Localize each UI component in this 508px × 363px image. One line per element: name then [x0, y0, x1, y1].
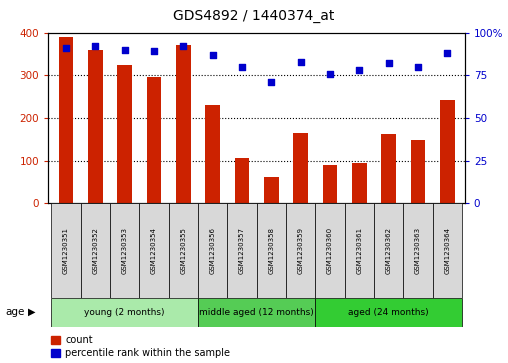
Text: GSM1230352: GSM1230352: [92, 227, 98, 274]
Bar: [293, 133, 308, 203]
Bar: [81, 203, 110, 298]
Bar: [410, 140, 425, 203]
Text: GSM1230359: GSM1230359: [298, 227, 304, 274]
Point: [179, 44, 187, 49]
Text: GSM1230357: GSM1230357: [239, 227, 245, 274]
Bar: [58, 37, 73, 203]
Bar: [176, 45, 190, 203]
Text: GDS4892 / 1440374_at: GDS4892 / 1440374_at: [173, 9, 335, 23]
Legend: count, percentile rank within the sample: count, percentile rank within the sample: [51, 335, 230, 358]
Text: GSM1230362: GSM1230362: [386, 227, 392, 274]
Text: GSM1230358: GSM1230358: [268, 227, 274, 274]
Point: [385, 61, 393, 66]
Bar: [235, 159, 249, 203]
Point: [443, 50, 451, 56]
Bar: [264, 177, 278, 203]
Bar: [117, 65, 132, 203]
Text: GSM1230364: GSM1230364: [444, 227, 450, 274]
Bar: [352, 163, 367, 203]
Bar: [51, 298, 198, 327]
Bar: [440, 100, 455, 203]
Point: [267, 79, 275, 85]
Bar: [198, 298, 315, 327]
Bar: [344, 203, 374, 298]
Point: [150, 49, 158, 54]
Text: GSM1230351: GSM1230351: [63, 227, 69, 274]
Point: [414, 64, 422, 70]
Bar: [257, 203, 286, 298]
Bar: [315, 203, 344, 298]
Text: age: age: [5, 307, 24, 317]
Bar: [403, 203, 432, 298]
Bar: [381, 134, 396, 203]
Bar: [315, 298, 462, 327]
Point: [62, 45, 70, 51]
Text: GSM1230353: GSM1230353: [121, 227, 128, 274]
Point: [120, 47, 129, 53]
Bar: [323, 165, 337, 203]
Text: ▶: ▶: [28, 307, 35, 317]
Text: middle aged (12 months): middle aged (12 months): [199, 308, 314, 317]
Text: GSM1230363: GSM1230363: [415, 227, 421, 274]
Bar: [51, 203, 81, 298]
Text: GSM1230361: GSM1230361: [356, 227, 362, 274]
Bar: [227, 203, 257, 298]
Bar: [286, 203, 315, 298]
Bar: [139, 203, 169, 298]
Text: young (2 months): young (2 months): [84, 308, 165, 317]
Text: GSM1230354: GSM1230354: [151, 227, 157, 274]
Point: [208, 52, 216, 58]
Text: aged (24 months): aged (24 months): [348, 308, 429, 317]
Bar: [88, 50, 103, 203]
Text: GSM1230360: GSM1230360: [327, 227, 333, 274]
Point: [238, 64, 246, 70]
Bar: [198, 203, 227, 298]
Bar: [146, 77, 161, 203]
Text: GSM1230356: GSM1230356: [209, 227, 215, 274]
Text: GSM1230355: GSM1230355: [180, 227, 186, 274]
Bar: [432, 203, 462, 298]
Point: [297, 59, 305, 65]
Bar: [110, 203, 139, 298]
Point: [91, 44, 99, 49]
Bar: [374, 203, 403, 298]
Bar: [205, 105, 220, 203]
Bar: [169, 203, 198, 298]
Point: [355, 67, 363, 73]
Point: [326, 71, 334, 77]
